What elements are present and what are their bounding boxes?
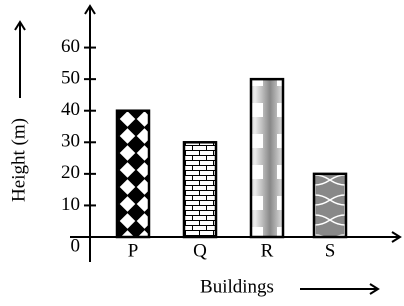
chart: Height (m) Buildings 0 10 20 30 40 50 60 P Q R S <box>0 0 404 306</box>
y-tick-label: 40 <box>61 99 80 120</box>
bar <box>184 142 216 237</box>
x-axis-label: Buildings <box>200 276 274 297</box>
y-tick-label: 60 <box>61 36 80 57</box>
x-tick-label: R <box>261 240 274 261</box>
y-tick-label: 10 <box>61 194 80 215</box>
bar <box>117 111 149 237</box>
x-label-arrow <box>300 284 378 294</box>
y-tick-label: 30 <box>61 131 80 152</box>
y-axis <box>85 6 95 262</box>
x-tick-label: S <box>325 240 336 261</box>
x-tick-label: Q <box>193 240 207 261</box>
x-tick-label: P <box>128 240 139 261</box>
bar <box>251 79 283 237</box>
y-tick-label: 20 <box>61 162 80 183</box>
bar <box>314 174 346 237</box>
y-tick-label: 50 <box>61 68 80 89</box>
y-label-arrow <box>15 22 25 98</box>
y-axis-label: Height (m) <box>8 118 29 202</box>
y-tick-label: 0 <box>71 235 81 256</box>
